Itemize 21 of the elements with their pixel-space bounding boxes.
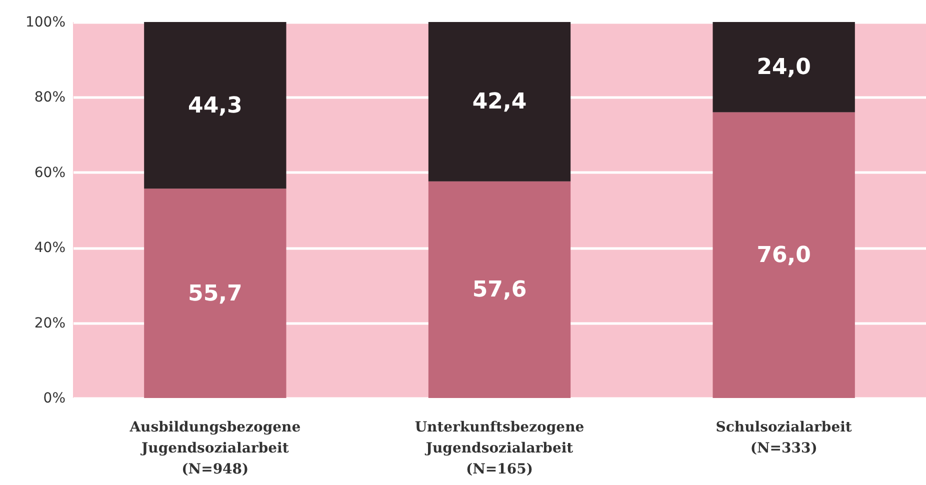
y-tick-label: 40% [34, 240, 66, 256]
data-label: 76,0 [756, 243, 811, 268]
x-tick-label: Ausbildungsbezogene Jugendsozialarbeit (N=948) [128, 420, 301, 478]
bar [712, 112, 855, 398]
data-label: 55,7 [188, 281, 242, 306]
bar [428, 22, 571, 182]
data-label: 57,6 [472, 278, 527, 303]
y-tick-label: 20% [34, 315, 66, 332]
y-tick-label: 80% [34, 90, 66, 106]
data-label: 24,0 [756, 55, 811, 80]
data-label: 44,3 [188, 93, 242, 118]
x-tick-label: Unterkunftsbezogene Jugendsozialarbeit (N=165) [414, 420, 584, 478]
y-tick-label: 60% [34, 164, 66, 181]
x-tick-label: Schulsozialarbeit (N=333) [716, 420, 852, 456]
bar [144, 188, 286, 398]
y-tick-label: 100% [25, 14, 66, 30]
bar [144, 22, 286, 189]
data-label: 42,4 [472, 90, 527, 115]
y-tick-label: 0% [43, 390, 66, 406]
bar [428, 181, 571, 398]
bar [712, 22, 855, 112]
